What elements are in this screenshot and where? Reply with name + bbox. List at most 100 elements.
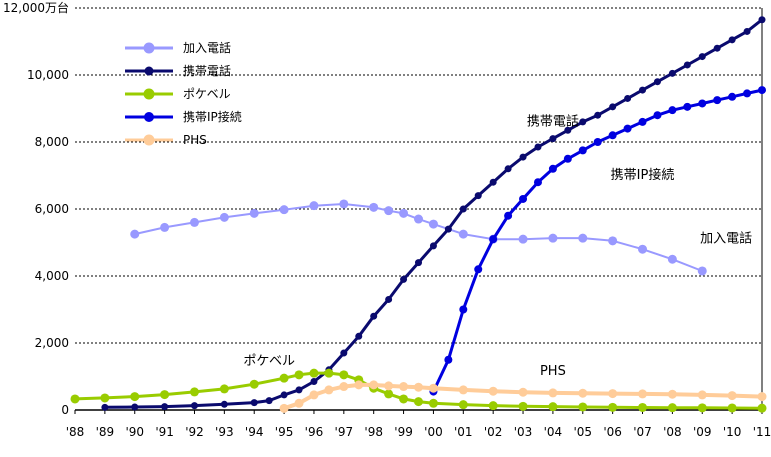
y-tick-label: 10,000 xyxy=(27,68,69,82)
data-point xyxy=(563,154,572,163)
data-point xyxy=(578,146,587,155)
series-0 xyxy=(130,199,707,276)
data-point xyxy=(474,192,482,200)
data-point xyxy=(458,385,468,395)
x-tick-label: '04 xyxy=(544,425,563,439)
series-annotation: ポケベル xyxy=(243,354,295,369)
series-3 xyxy=(429,86,766,396)
series-line xyxy=(134,203,703,272)
x-tick-label: '93 xyxy=(215,425,234,439)
data-point xyxy=(668,69,676,77)
data-point xyxy=(131,403,139,411)
data-point xyxy=(190,402,198,410)
data-point xyxy=(400,275,408,283)
x-tick-label: '06 xyxy=(603,425,622,439)
data-point xyxy=(653,78,661,86)
data-point xyxy=(653,111,662,120)
x-tick-label: '05 xyxy=(573,425,592,439)
data-point xyxy=(279,403,289,413)
data-point xyxy=(713,96,722,105)
series-annotation: 携帯電話 xyxy=(527,113,579,129)
data-point xyxy=(130,392,140,402)
y-tick-label: 4,000 xyxy=(35,269,69,283)
data-point xyxy=(727,403,737,413)
data-point xyxy=(385,295,393,303)
data-point xyxy=(294,398,304,408)
data-point xyxy=(161,403,169,411)
data-point xyxy=(548,233,558,243)
data-point xyxy=(354,380,364,390)
data-point xyxy=(428,219,438,229)
data-point xyxy=(713,44,721,52)
data-point xyxy=(309,201,319,211)
series-4 xyxy=(279,380,767,413)
data-point xyxy=(489,235,498,244)
series-2 xyxy=(70,368,767,413)
data-point xyxy=(130,229,140,239)
data-point xyxy=(758,86,766,95)
data-point xyxy=(519,194,528,203)
legend-swatch-marker xyxy=(143,42,155,54)
data-point xyxy=(310,378,318,386)
legend-swatch-marker xyxy=(143,134,155,146)
data-point xyxy=(101,403,109,411)
data-point xyxy=(608,236,618,246)
data-point xyxy=(429,242,437,250)
data-point xyxy=(324,385,334,395)
legend-label: 加入電話 xyxy=(183,40,231,55)
data-point xyxy=(638,117,647,126)
data-point xyxy=(459,205,467,213)
y-tick-label: 8,000 xyxy=(35,135,69,149)
data-point xyxy=(697,390,707,400)
legend-label: PHS xyxy=(183,133,207,147)
series-line xyxy=(283,382,763,411)
data-point xyxy=(250,399,258,407)
data-point xyxy=(280,391,288,399)
data-point xyxy=(564,126,572,134)
data-point xyxy=(728,92,737,101)
series-annotation: 携帯IP接続 xyxy=(611,167,675,183)
data-point xyxy=(548,402,558,412)
data-point xyxy=(369,380,379,390)
data-point xyxy=(533,178,542,187)
x-tick-label: '91 xyxy=(155,425,174,439)
data-point xyxy=(474,265,483,274)
data-point xyxy=(160,222,170,232)
data-point xyxy=(728,36,736,44)
data-point xyxy=(638,402,648,412)
data-point xyxy=(757,392,767,402)
x-tick-label: '97 xyxy=(335,425,354,439)
x-tick-label: '92 xyxy=(185,425,204,439)
data-point xyxy=(219,212,229,222)
data-point xyxy=(444,355,453,364)
x-tick-label: '00 xyxy=(424,425,443,439)
x-tick-label: '03 xyxy=(514,425,533,439)
legend-label: 携帯電話 xyxy=(183,63,231,78)
series-group xyxy=(70,16,767,413)
data-point xyxy=(384,389,394,399)
data-point xyxy=(370,312,378,320)
data-point xyxy=(340,349,348,357)
data-point xyxy=(578,402,588,412)
y-tick-label: 6,000 xyxy=(35,202,69,216)
x-tick-label: '98 xyxy=(364,425,383,439)
data-point xyxy=(548,388,558,398)
data-point xyxy=(100,393,110,403)
data-point xyxy=(504,165,512,173)
data-point xyxy=(488,386,498,396)
data-point xyxy=(458,400,468,410)
x-tick-label: '01 xyxy=(454,425,473,439)
data-point xyxy=(518,234,528,244)
data-point xyxy=(638,389,648,399)
data-point xyxy=(593,138,602,146)
data-point xyxy=(683,102,692,111)
data-point xyxy=(265,397,273,405)
data-point xyxy=(639,86,647,94)
series-annotation: 加入電話 xyxy=(700,231,752,247)
data-point xyxy=(549,135,557,143)
data-point xyxy=(459,305,468,314)
data-point xyxy=(339,382,349,392)
data-point xyxy=(458,229,468,239)
